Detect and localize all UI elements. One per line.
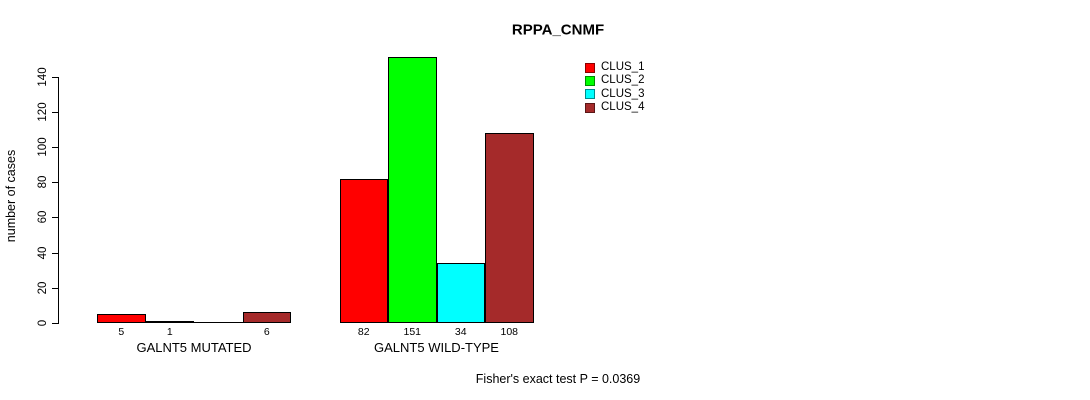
- y-tick: [52, 182, 58, 184]
- chart-title: RPPA_CNMF: [511, 21, 605, 39]
- legend-label: CLUS_1: [601, 60, 645, 73]
- y-tick-label: 40: [37, 246, 49, 259]
- y-tick-label: 60: [37, 210, 49, 224]
- bar-value-label: 151: [403, 326, 422, 338]
- bar-value-label: 1: [166, 326, 173, 338]
- y-tick: [52, 111, 58, 113]
- y-tick: [52, 287, 58, 289]
- legend-item-CLUS_3: CLUS_3: [585, 88, 644, 101]
- y-axis-line: [58, 76, 59, 324]
- bar-CLUS_2: [388, 57, 437, 323]
- bar-CLUS_1: [339, 179, 388, 323]
- legend-label: CLUS_2: [601, 74, 645, 87]
- y-tick: [52, 147, 58, 148]
- legend: CLUS_1 CLUS_2 CLUS_3 CLUS_4: [585, 61, 644, 115]
- legend-label: CLUS_4: [601, 101, 645, 114]
- y-tick-label: 0: [37, 319, 49, 327]
- legend-swatch-CLUS_2: [585, 76, 595, 87]
- bar-value-label: 5: [118, 326, 125, 338]
- y-tick-label: 20: [37, 281, 49, 295]
- y-tick-label: 120: [37, 102, 49, 122]
- legend-item-CLUS_1: CLUS_1: [585, 61, 644, 74]
- bar-CLUS_3: [436, 263, 485, 323]
- y-tick: [52, 252, 58, 254]
- legend-swatch-CLUS_4: [585, 102, 595, 113]
- bar-value-label: 108: [500, 326, 519, 338]
- y-tick: [52, 217, 58, 219]
- y-tick-label: 100: [37, 137, 49, 157]
- y-tick: [52, 323, 58, 324]
- group-label: GALNT5 MUTATED: [136, 340, 252, 355]
- bar-CLUS_3: [194, 322, 243, 323]
- group-label: GALNT5 WILD-TYPE: [374, 340, 499, 355]
- bar-CLUS_4: [242, 312, 291, 323]
- y-tick-label: 140: [37, 67, 49, 87]
- legend-label: CLUS_3: [601, 87, 645, 100]
- y-axis-label: number of cases: [4, 149, 18, 243]
- bar-value-label: 82: [357, 326, 370, 338]
- legend-swatch-CLUS_3: [585, 89, 595, 100]
- bar-value-label: 6: [263, 326, 270, 338]
- legend-item-CLUS_4: CLUS_4: [585, 101, 644, 114]
- bar-CLUS_4: [485, 133, 534, 323]
- legend-item-CLUS_2: CLUS_2: [585, 74, 644, 87]
- bar-CLUS_2: [145, 321, 194, 323]
- legend-swatch-CLUS_1: [585, 62, 595, 73]
- bar-CLUS_1: [97, 314, 146, 323]
- annotation-text: Fisher's exact test P = 0.0369: [475, 372, 641, 386]
- y-tick-label: 80: [37, 175, 49, 189]
- y-tick: [52, 76, 58, 78]
- bar-value-label: 34: [454, 326, 467, 338]
